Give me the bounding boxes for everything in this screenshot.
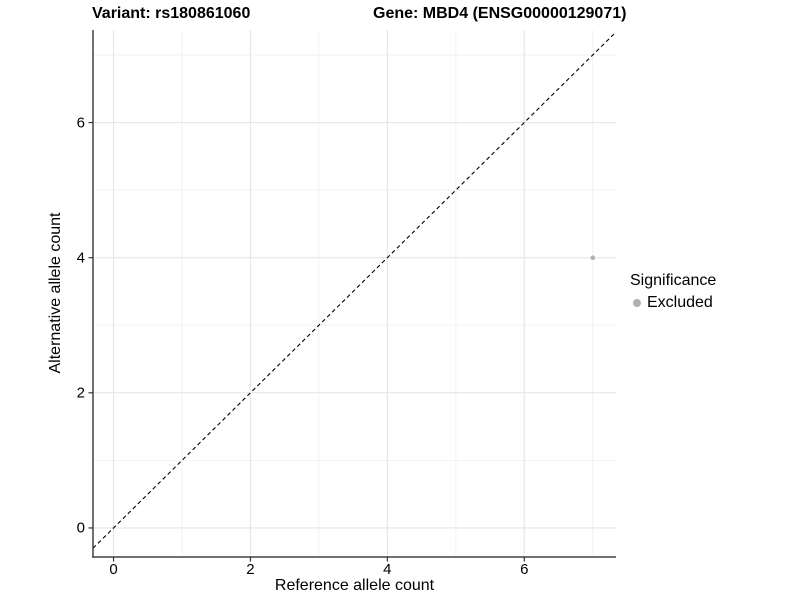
legend-title: Significance (630, 272, 717, 289)
x-tick-label: 6 (520, 561, 529, 578)
y-tick-label: 6 (76, 114, 85, 132)
data-point (590, 255, 596, 260)
x-tick-label: 4 (383, 561, 392, 578)
legend-item: Excluded (630, 294, 716, 312)
legend-item-label: Excluded (647, 294, 713, 311)
legend-items: Excluded (630, 294, 716, 312)
y-tick-label: 4 (76, 249, 85, 267)
plot-title-variant: Variant: rs180861060 (92, 5, 251, 22)
x-axis-title: Reference allele count (274, 577, 435, 594)
x-tick-label: 0 (109, 561, 118, 578)
y-tick-label: 0 (76, 519, 85, 537)
legend: Significance Excluded (630, 272, 716, 312)
y-tick-label: 2 (76, 384, 85, 402)
plot-title-gene: Gene: MBD4 (ENSG00000129071) (373, 5, 627, 22)
x-tick-label: 2 (246, 561, 255, 578)
identity-dashed-line (92, 31, 617, 549)
legend-key-dot-icon (633, 299, 641, 307)
